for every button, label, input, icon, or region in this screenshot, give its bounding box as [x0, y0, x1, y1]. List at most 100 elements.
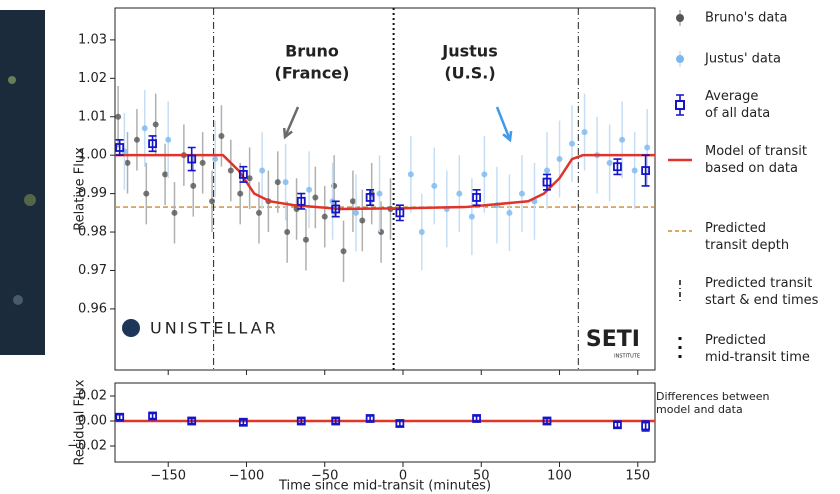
- annotation: Justus: [441, 42, 497, 61]
- data-point: [312, 194, 319, 201]
- average-point: [115, 143, 125, 152]
- y-tick-label: 1.03: [78, 32, 107, 47]
- data-point: [152, 121, 159, 128]
- average-point: [472, 193, 481, 202]
- data-point: [644, 144, 651, 151]
- data-point: [619, 136, 626, 143]
- legend-label: based on data: [705, 161, 798, 176]
- average-point: [187, 154, 197, 164]
- y-tick-label: 0.96: [78, 301, 107, 316]
- data-point: [274, 179, 281, 186]
- data-point: [407, 171, 414, 178]
- data-point: [256, 209, 262, 216]
- data-point: [349, 198, 356, 205]
- logo-text: UNISTELLAR: [150, 319, 279, 338]
- annotation-arrow: [282, 106, 300, 140]
- logo-icon: [122, 319, 140, 337]
- x-tick-label: 50: [473, 469, 490, 484]
- data-point: [606, 159, 613, 166]
- average-point: [542, 416, 552, 426]
- data-point: [237, 190, 244, 197]
- x-tick-label: 0: [399, 469, 407, 484]
- data-point: [518, 190, 525, 197]
- average-point: [365, 193, 375, 202]
- average-point: [613, 162, 622, 172]
- error-bar: [187, 146, 196, 172]
- data-point: [171, 209, 178, 216]
- error-bar: [543, 173, 551, 191]
- y-axis-label: Relative Flux: [73, 147, 88, 231]
- error-bar: [366, 188, 375, 206]
- data-point: [218, 132, 225, 139]
- data-point: [631, 167, 638, 174]
- data-point: [284, 229, 291, 236]
- annotation: Bruno: [285, 42, 339, 61]
- data-point: [544, 167, 550, 174]
- annotation: (France): [275, 64, 350, 83]
- legend-label: start & end times: [705, 293, 819, 308]
- data-point: [227, 167, 234, 174]
- legend-label: mid-transit time: [705, 350, 810, 365]
- average-point: [641, 421, 651, 431]
- legend-marker: [675, 100, 685, 110]
- data-point: [376, 190, 383, 197]
- data-point: [468, 213, 475, 220]
- image-spot: [24, 194, 36, 206]
- data-point: [124, 159, 131, 166]
- x-tick-label: −150: [150, 469, 186, 484]
- legend-label: Average: [705, 89, 758, 104]
- average-point: [238, 169, 248, 179]
- average-point: [613, 420, 622, 430]
- data-point: [506, 209, 513, 216]
- average-point: [115, 412, 125, 422]
- average-point: [148, 139, 157, 149]
- data-point: [456, 190, 463, 197]
- legend-label: Predicted transit: [705, 276, 812, 291]
- average-point: [238, 417, 248, 427]
- data-point: [569, 140, 576, 147]
- data-point: [293, 205, 300, 212]
- x-axis-label: Time since mid-transit (minutes): [278, 479, 491, 494]
- note: model and data: [656, 403, 743, 416]
- average-point: [331, 204, 341, 214]
- error-bar: [613, 158, 622, 176]
- y-tick-label: 0.99: [78, 186, 107, 201]
- x-tick-label: 150: [625, 469, 650, 484]
- data-point: [481, 171, 488, 178]
- error-bar: [148, 135, 157, 153]
- note: Differences between: [656, 390, 770, 403]
- annotation-arrow: [495, 106, 513, 143]
- data-point: [556, 156, 563, 163]
- data-point: [418, 229, 425, 236]
- y-tick-label: 1.02: [78, 71, 107, 86]
- data-point: [306, 186, 313, 193]
- y-tick-label: 0.00: [78, 414, 107, 429]
- data-point: [212, 156, 219, 163]
- average-point: [542, 177, 552, 187]
- legend-label: Predicted: [705, 221, 766, 236]
- y-axis-label: Residual Flux: [73, 379, 88, 465]
- logo-text: SETI: [586, 327, 640, 352]
- y-tick-label: 1.01: [78, 109, 107, 124]
- error-bar: [395, 204, 404, 222]
- average-point: [365, 414, 375, 423]
- legend-label: transit depth: [705, 238, 789, 253]
- data-point: [353, 209, 360, 216]
- legend-label: of all data: [705, 106, 770, 121]
- data-point: [302, 236, 309, 243]
- image-spot: [8, 76, 16, 84]
- data-point: [165, 136, 172, 143]
- average-point: [187, 416, 197, 426]
- legend-label: Predicted: [705, 333, 766, 348]
- plot-frame: [114, 382, 656, 463]
- data-point: [340, 248, 347, 255]
- average-point: [296, 416, 306, 426]
- data-point: [246, 175, 253, 182]
- data-point: [282, 179, 289, 186]
- average-point: [148, 411, 157, 421]
- legend-label: Justus' data: [704, 52, 781, 67]
- data-point: [321, 213, 328, 220]
- data-point: [162, 171, 169, 178]
- plot-frame: [114, 7, 656, 371]
